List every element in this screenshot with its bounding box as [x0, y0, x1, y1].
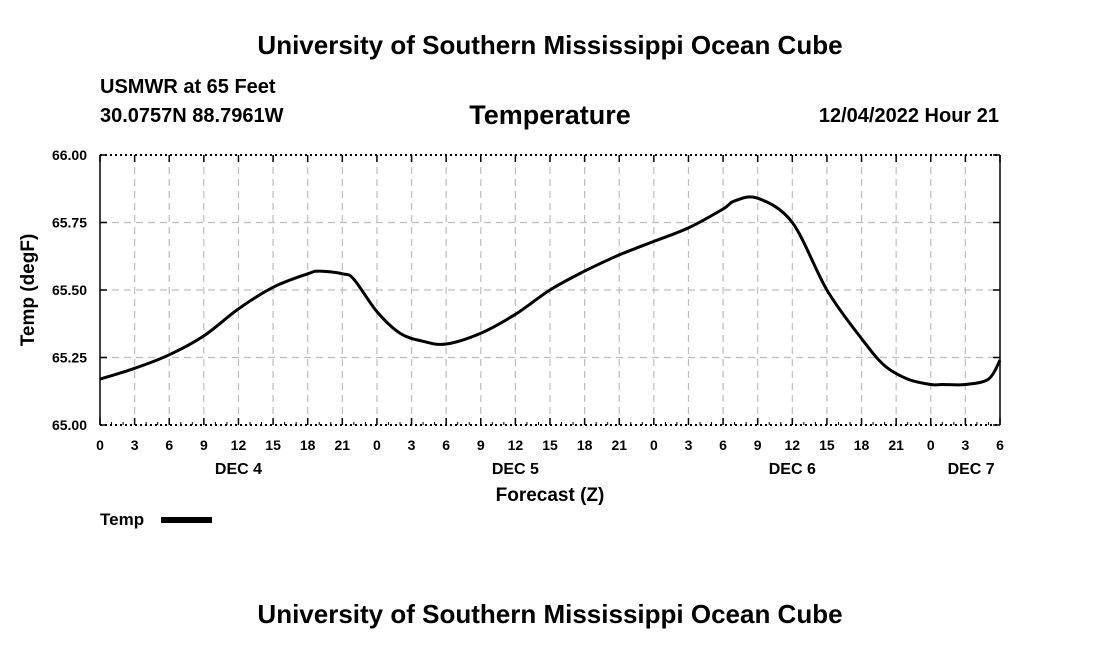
station-label: USMWR at 65 Feet [100, 76, 276, 98]
day-label: DEC 4 [215, 461, 262, 478]
x-tick-label: 18 [300, 437, 316, 453]
x-tick-label: 3 [961, 437, 969, 453]
x-tick-label: 12 [231, 437, 247, 453]
datetime-label: 12/04/2022 Hour 21 [818, 105, 999, 127]
x-tick-label: 6 [165, 437, 173, 453]
x-tick-label: 18 [577, 437, 593, 453]
y-tick-label: 65.50 [52, 282, 87, 298]
x-tick-label: 18 [854, 437, 870, 453]
y-axis-title: Temp (degF) [18, 234, 39, 347]
x-tick-label: 12 [508, 437, 524, 453]
grid-layer [100, 155, 1000, 425]
x-tick-label: 0 [650, 437, 658, 453]
day-label: DEC 6 [769, 461, 816, 478]
x-tick-label: 12 [785, 437, 801, 453]
chart-title: University of Southern Mississippi Ocean… [257, 30, 843, 60]
legend-line-swatch [161, 517, 212, 523]
x-tick-label: 0 [927, 437, 935, 453]
x-tick-label: 0 [96, 437, 104, 453]
x-tick-label: 15 [542, 437, 558, 453]
coordinates-label: 30.0757N 88.7961W [100, 105, 284, 127]
x-tick-label: 3 [408, 437, 416, 453]
y-tick-label: 65.75 [52, 215, 87, 231]
footer-title: University of Southern Mississippi Ocean… [257, 599, 843, 629]
x-tick-label: 21 [335, 437, 351, 453]
x-tick-label: 21 [888, 437, 904, 453]
x-tick-label: 3 [131, 437, 139, 453]
y-tick-label: 65.25 [52, 350, 87, 366]
x-tick-label: 6 [996, 437, 1004, 453]
x-tick-label: 15 [819, 437, 835, 453]
day-label: DEC 7 [948, 461, 995, 478]
day-label: DEC 5 [492, 461, 539, 478]
series-line-temp [99, 195, 1002, 387]
axis-layer [99, 154, 1001, 426]
y-tick-label: 65.00 [52, 417, 87, 433]
x-tick-label: 6 [719, 437, 727, 453]
x-tick-label: 9 [200, 437, 208, 453]
y-tick-label: 66.00 [52, 147, 87, 163]
x-axis-title: Forecast (Z) [496, 485, 605, 506]
legend-label: Temp [100, 510, 145, 529]
chart-subtitle: Temperature [469, 100, 631, 130]
x-tick-label: 0 [373, 437, 381, 453]
x-tick-label: 21 [611, 437, 627, 453]
x-tick-label: 9 [477, 437, 485, 453]
x-tick-label: 15 [265, 437, 281, 453]
series-layer [99, 195, 1002, 387]
x-tick-label: 9 [754, 437, 762, 453]
label-layer: 0 3 6 9 12 15 18 21 0 3 6 9 12 15 18 21 0 3 6 9 12 15 18 21 0 3 66… [18, 147, 1004, 506]
x-tick-label: 6 [442, 437, 450, 453]
x-tick-label: 3 [685, 437, 693, 453]
